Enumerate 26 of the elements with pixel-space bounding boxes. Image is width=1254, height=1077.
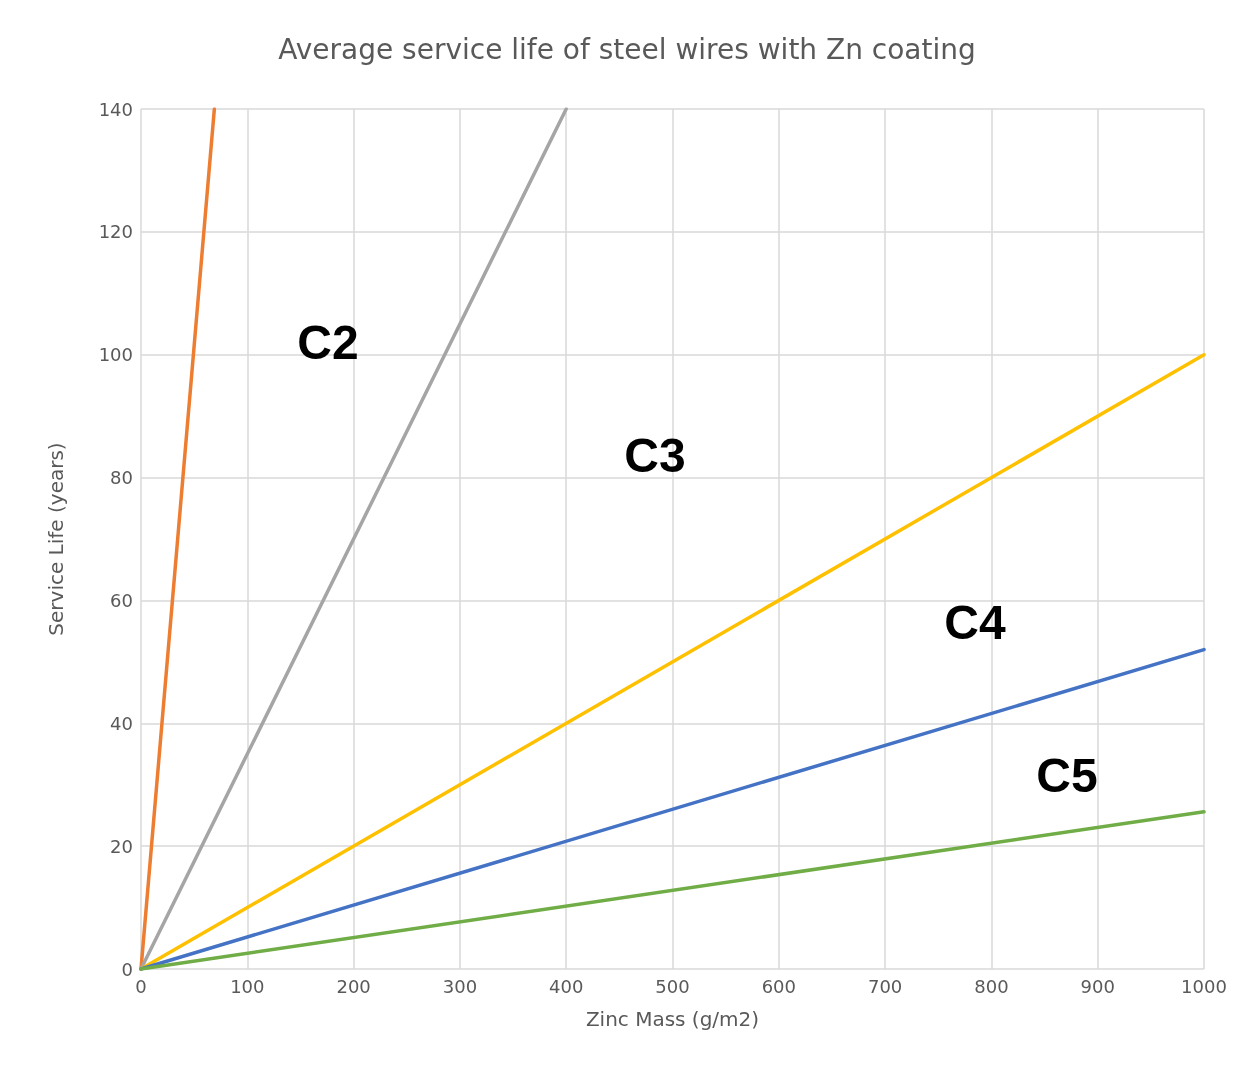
annotation: C3	[624, 428, 686, 482]
x-tick-label: 1000	[1181, 975, 1227, 997]
x-tick-label: 700	[867, 975, 903, 997]
x-tick-label: 500	[655, 975, 690, 997]
annotation: C5	[1036, 748, 1098, 802]
y-axis-title: Service Life (years)	[44, 442, 68, 636]
x-tick-label: 600	[761, 975, 796, 997]
x-tick-label: 400	[549, 975, 584, 997]
x-axis-title: Zinc Mass (g/m2)	[585, 1007, 760, 1031]
y-tick-label: 0	[121, 958, 133, 980]
x-tick-label: 100	[230, 975, 265, 997]
y-tick-label: 20	[110, 835, 133, 857]
y-tick-label: 140	[98, 98, 133, 120]
x-tick-label: 200	[336, 975, 371, 997]
y-tick-label: 40	[110, 712, 133, 734]
annotation: C2	[297, 315, 359, 369]
chart-title: Average service life of steel wires with Zn coating	[278, 32, 976, 66]
y-tick-label: 100	[98, 344, 133, 366]
y-tick-label: 80	[110, 467, 133, 489]
y-tick-label: 120	[98, 221, 133, 243]
annotation: C4	[944, 595, 1006, 649]
y-tick-label: 60	[110, 589, 133, 611]
x-tick-label: 0	[135, 975, 147, 997]
x-tick-label: 900	[1080, 975, 1115, 997]
x-tick-label: 300	[442, 975, 478, 997]
x-tick-label: 800	[974, 975, 1009, 997]
